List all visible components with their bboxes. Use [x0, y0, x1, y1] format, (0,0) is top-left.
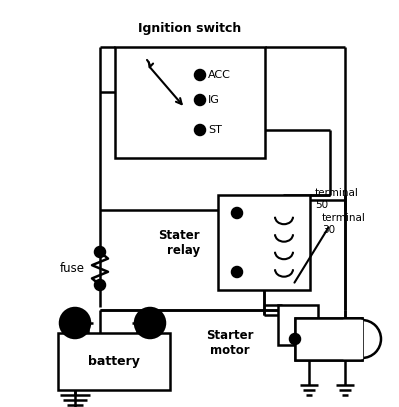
Text: Ignition switch: Ignition switch — [138, 22, 242, 35]
Circle shape — [60, 308, 90, 338]
Circle shape — [95, 280, 105, 290]
Circle shape — [195, 125, 205, 135]
Text: ACC: ACC — [208, 70, 231, 80]
Text: fuse: fuse — [60, 262, 85, 274]
Circle shape — [95, 247, 105, 257]
Text: ST: ST — [208, 125, 222, 135]
Bar — [295, 318, 362, 360]
Circle shape — [232, 267, 242, 277]
Bar — [115, 47, 265, 158]
Text: IG: IG — [208, 95, 220, 105]
Text: terminal
50: terminal 50 — [315, 188, 359, 210]
Text: Starter
motor: Starter motor — [206, 329, 254, 357]
Text: battery: battery — [88, 355, 140, 368]
Circle shape — [195, 95, 205, 105]
Circle shape — [290, 334, 300, 344]
Bar — [278, 305, 318, 345]
Bar — [218, 195, 310, 290]
Text: terminal
30: terminal 30 — [322, 213, 366, 234]
Text: Stater
relay: Stater relay — [158, 229, 200, 257]
Circle shape — [135, 308, 165, 338]
Text: +: + — [144, 315, 156, 330]
Bar — [295, 318, 362, 360]
Circle shape — [195, 70, 205, 80]
Bar — [58, 333, 170, 390]
Circle shape — [232, 208, 242, 218]
Bar — [343, 320, 362, 358]
Text: −: − — [69, 315, 81, 330]
